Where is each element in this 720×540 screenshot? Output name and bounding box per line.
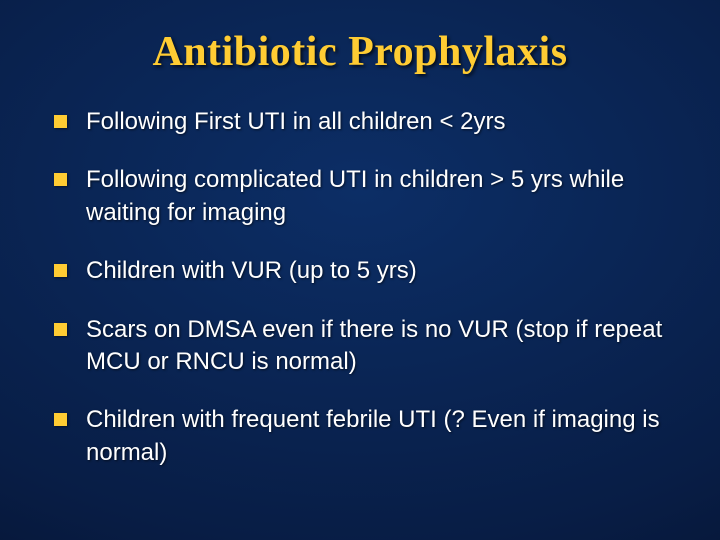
list-item: Following complicated UTI in children > … — [52, 164, 668, 229]
list-item: Children with VUR (up to 5 yrs) — [52, 255, 668, 287]
list-item: Following First UTI in all children < 2y… — [52, 106, 668, 138]
slide: Antibiotic Prophylaxis Following First U… — [0, 0, 720, 540]
list-item: Scars on DMSA even if there is no VUR (s… — [52, 314, 668, 379]
list-item: Children with frequent febrile UTI (? Ev… — [52, 404, 668, 469]
slide-title: Antibiotic Prophylaxis — [52, 28, 668, 76]
bullet-list: Following First UTI in all children < 2y… — [52, 106, 668, 469]
